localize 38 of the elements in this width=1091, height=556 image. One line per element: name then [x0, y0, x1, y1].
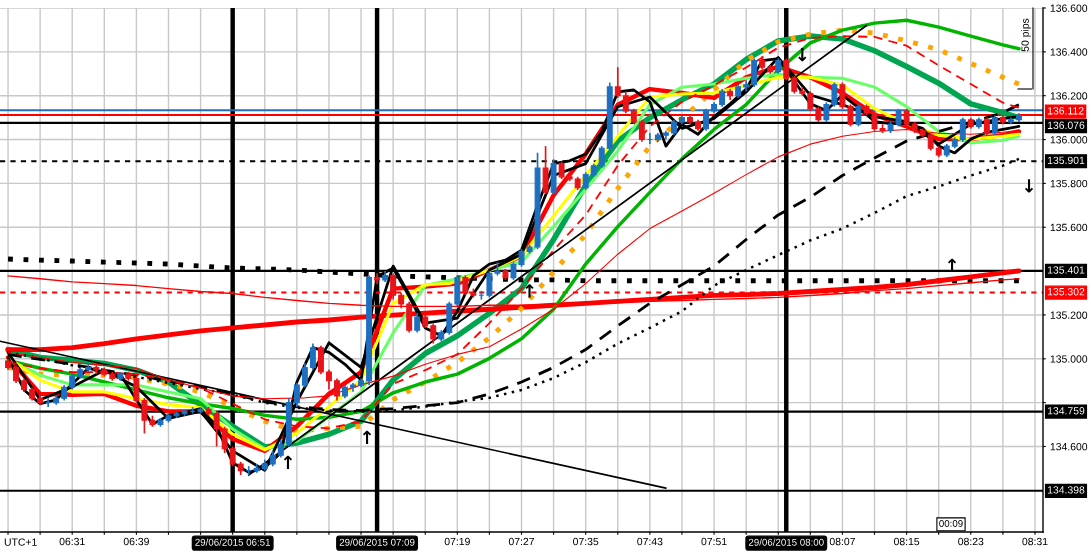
ref-line-label: 136.112: [1047, 107, 1084, 115]
x-tick-label: 08:07: [829, 537, 855, 546]
ref-line-label: 134.398: [1047, 486, 1085, 494]
x-tick-label: 07:51: [701, 537, 727, 546]
y-tick-label: 136.400: [1050, 48, 1088, 56]
x-tick-label: 06:39: [123, 537, 149, 546]
y-tick-label: 135.800: [1050, 179, 1088, 188]
ref-line-label: 29/06/2015 08:00: [748, 538, 824, 546]
x-tick-label: 08:31: [1022, 537, 1048, 546]
ref-line-label: 134.759: [1047, 407, 1085, 415]
y-tick-label: 135.600: [1050, 223, 1088, 232]
y-tick-label: 136.000: [1050, 136, 1088, 144]
x-tick-label: 08:23: [958, 537, 984, 546]
annotation: ↑: [525, 284, 534, 298]
annotation: 50 pips: [1021, 18, 1031, 52]
annotation: ↓: [798, 48, 807, 62]
x-tick-label: 07:35: [573, 537, 599, 546]
ref-line-label: 135.901: [1047, 156, 1085, 165]
y-tick-label: 135.000: [1050, 355, 1088, 363]
annotation: ↑: [362, 430, 372, 445]
x-tick-label: 07:43: [637, 537, 663, 546]
ref-line-label: 135.302: [1047, 288, 1085, 296]
ref-line-label: 29/06/2015 07:09: [339, 538, 415, 546]
y-tick-label: 136.200: [1050, 92, 1088, 100]
y-tick-label: 136.600: [1050, 4, 1088, 12]
annotation: 00:09: [939, 520, 963, 527]
ref-line-label: 135.401: [1047, 266, 1085, 274]
x-tick-label: 07:27: [508, 537, 535, 546]
annotation: ↑: [283, 455, 293, 470]
annotation: ↓: [1024, 179, 1034, 193]
ref-line-label: 29/06/2015 06:51: [195, 538, 271, 546]
text: UTC+1: [4, 538, 37, 546]
x-tick-label: 07:19: [444, 537, 470, 546]
y-tick-label: 135.200: [1050, 311, 1088, 319]
ref-line-label: 136.076: [1047, 121, 1085, 129]
x-tick-label: 08:15: [893, 537, 920, 546]
y-tick-label: 134.600: [1050, 442, 1088, 451]
x-tick-label: 06:31: [59, 537, 85, 546]
